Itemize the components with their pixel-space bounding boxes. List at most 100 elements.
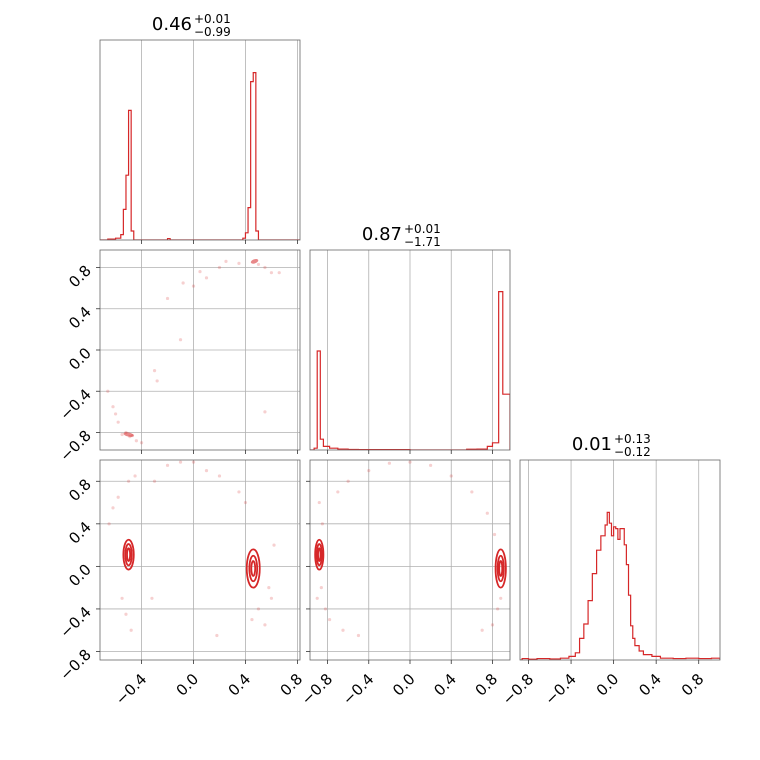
scatter-point bbox=[408, 460, 412, 464]
scatter-point bbox=[217, 474, 222, 478]
pair-panel-p0-p2: −0.4 0.0 0.4 0.8−0.8−0.40.00.40.8 bbox=[56, 459, 306, 709]
y-tick-label: 0.8 bbox=[65, 475, 95, 505]
scatter-point bbox=[106, 389, 110, 393]
density-contour bbox=[126, 547, 132, 562]
x-tick-label: 0.8 bbox=[678, 670, 708, 700]
density-contour bbox=[498, 560, 504, 577]
scatter-point bbox=[178, 338, 183, 342]
x-tick-label: 0.4 bbox=[430, 670, 460, 700]
title-plus-error: +0.01 bbox=[194, 12, 231, 26]
scatter-point bbox=[155, 379, 159, 383]
panel-frame bbox=[519, 459, 721, 661]
scatter-point bbox=[129, 628, 133, 632]
histogram-title-p0: 0.46 +0.01−0.99 bbox=[152, 12, 231, 39]
y-tick-label: −0.8 bbox=[56, 427, 94, 465]
density-contour bbox=[124, 543, 133, 567]
histogram-panel-p0: 0.46 +0.01−0.99 bbox=[99, 12, 301, 244]
scatter-point bbox=[120, 432, 124, 437]
y-tick-label: −0.4 bbox=[56, 603, 94, 641]
density-contour bbox=[315, 543, 323, 567]
scatter-point bbox=[152, 479, 157, 483]
scatter-point bbox=[277, 271, 281, 275]
scatter-point bbox=[204, 469, 209, 473]
histogram-step-line bbox=[100, 72, 300, 240]
scatter-point bbox=[269, 271, 274, 275]
title-plus-error: +0.01 bbox=[404, 222, 441, 236]
density-contour bbox=[245, 548, 261, 589]
x-tick-label: −0.8 bbox=[298, 670, 336, 708]
scatter-point bbox=[485, 511, 489, 515]
scatter-point bbox=[429, 463, 433, 467]
scatter-point bbox=[116, 495, 120, 499]
density-contour bbox=[122, 538, 135, 571]
panel-frame bbox=[99, 39, 301, 241]
scatter-point bbox=[116, 420, 120, 424]
y-tick-label: 0.4 bbox=[65, 303, 95, 333]
scatter-point bbox=[215, 633, 219, 638]
scatter-point bbox=[250, 617, 254, 622]
scatter-point bbox=[150, 596, 154, 600]
x-tick-label: −0.8 bbox=[499, 670, 537, 708]
title-minus-error: −0.12 bbox=[614, 445, 651, 459]
scatter-point bbox=[256, 262, 261, 267]
density-contour bbox=[494, 548, 507, 589]
scatter-point bbox=[317, 500, 321, 505]
scatter-point bbox=[490, 623, 495, 627]
scatter-point bbox=[341, 628, 345, 632]
scatter-point bbox=[204, 276, 209, 280]
scatter-point bbox=[263, 410, 267, 414]
density-core bbox=[250, 258, 259, 264]
scatter-point bbox=[267, 586, 271, 590]
scatter-point bbox=[178, 460, 183, 464]
scatter-point bbox=[470, 490, 474, 494]
scatter-point bbox=[113, 412, 118, 416]
scatter-point bbox=[237, 490, 241, 494]
scatter-point bbox=[191, 284, 196, 288]
y-tick-label: 0.0 bbox=[65, 344, 95, 374]
scatter-point bbox=[315, 596, 319, 600]
scatter-point bbox=[387, 461, 391, 465]
pair-panel-p0-p1: −0.8 −0.4 0.0 0.4 0.8 bbox=[56, 249, 301, 465]
histogram-title-p2: 0.01 +0.13−0.12 bbox=[572, 432, 651, 459]
title-minus-error: −0.99 bbox=[194, 25, 231, 39]
pair-panel-p1-p2: −0.8 −0.4 0.0 0.4 0.8 bbox=[298, 459, 511, 709]
scatter-point bbox=[449, 474, 453, 478]
scatter-point bbox=[263, 265, 267, 270]
scatter-point bbox=[496, 607, 500, 611]
scatter-point bbox=[346, 479, 350, 483]
scatter-point bbox=[217, 265, 222, 270]
scatter-point bbox=[243, 500, 248, 505]
histogram-step-line bbox=[520, 511, 720, 660]
y-tick-label: −0.8 bbox=[56, 646, 94, 684]
scatter-point bbox=[107, 522, 111, 526]
scatter-point bbox=[191, 460, 196, 464]
y-tick-label: 0.8 bbox=[65, 262, 95, 292]
scatter-point bbox=[237, 261, 241, 266]
scatter-point bbox=[367, 469, 371, 473]
scatter-point bbox=[320, 522, 324, 526]
scatter-point bbox=[111, 506, 115, 510]
title-value: 0.46 bbox=[152, 14, 192, 35]
scatter-point bbox=[181, 281, 185, 285]
x-tick-label: −0.4 bbox=[112, 670, 150, 708]
scatter-point bbox=[133, 474, 137, 478]
scatter-point bbox=[126, 479, 131, 483]
density-contour bbox=[317, 547, 322, 562]
title-value: 0.01 bbox=[572, 434, 612, 455]
y-tick-label: −0.4 bbox=[56, 385, 94, 423]
y-tick-label: 0.0 bbox=[65, 560, 95, 590]
x-tick-label: 0.8 bbox=[472, 670, 502, 700]
density-contour bbox=[496, 554, 505, 583]
x-tick-label: 0.0 bbox=[173, 670, 203, 700]
scatter-point bbox=[327, 617, 332, 622]
scatter-point bbox=[499, 596, 503, 600]
scatter-point bbox=[263, 623, 267, 627]
histogram-panel-p2: −0.8 −0.4 0.0 0.4 0.8 0.01 +0.13−0.12 bbox=[499, 432, 721, 709]
title-value: 0.87 bbox=[362, 224, 402, 245]
histogram-panel-p1: 0.87 +0.01−1.71 bbox=[309, 222, 511, 454]
scatter-point bbox=[224, 259, 228, 263]
x-tick-label: −0.4 bbox=[339, 670, 377, 708]
scatter-point bbox=[120, 596, 124, 600]
scatter-point bbox=[480, 628, 484, 632]
scatter-point bbox=[356, 633, 361, 638]
